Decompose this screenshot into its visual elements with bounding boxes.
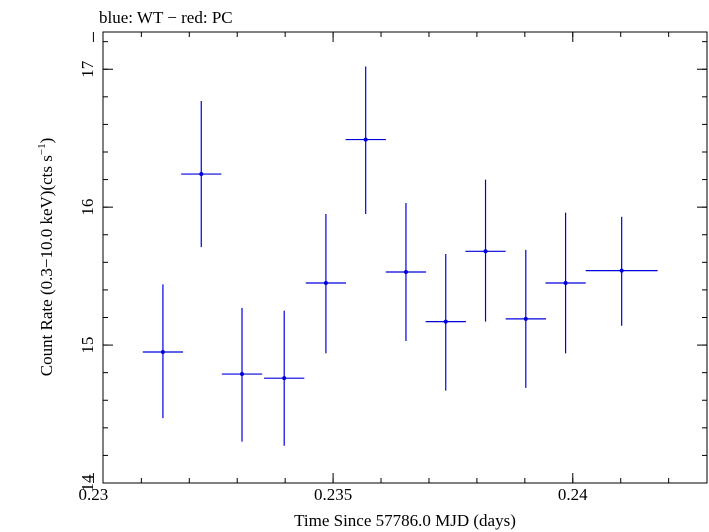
data-point xyxy=(142,284,184,419)
x-tick-label: 0.24 xyxy=(558,485,588,504)
data-point xyxy=(385,203,427,341)
y-tick-label: 16 xyxy=(78,199,97,216)
y-axis-label-close: ) xyxy=(37,138,56,144)
x-tick-label: 0.235 xyxy=(314,485,352,504)
data-point-marker xyxy=(619,268,624,273)
x-tick-label: 0.23 xyxy=(79,485,109,504)
y-tick-label: 15 xyxy=(78,337,97,354)
y-tick-label: 17 xyxy=(78,60,97,78)
data-point-marker xyxy=(563,281,568,286)
data-point-marker xyxy=(282,376,287,381)
data-point xyxy=(545,212,586,354)
axis-tick-labels: 0.23 0.235 0.24 14 15 16 17 xyxy=(78,60,588,504)
y-axis-label: Count Rate (0.3−10.0 keV)(cts s−1) xyxy=(36,138,56,377)
chart-header: blue: WT − red: PC xyxy=(99,8,233,27)
plot-frame xyxy=(102,31,708,484)
data-point-marker xyxy=(199,172,204,177)
data-point xyxy=(305,214,347,354)
data-point xyxy=(345,66,386,215)
data-point xyxy=(264,310,305,446)
axis-ticks xyxy=(92,32,707,484)
y-tick-label: 14 xyxy=(78,474,97,492)
data-point-marker xyxy=(240,372,245,377)
data-point-marker xyxy=(363,137,368,142)
data-point-marker xyxy=(523,316,528,321)
data-point xyxy=(425,254,466,391)
data-point xyxy=(465,179,506,322)
x-axis-label: Time Since 57786.0 MJD (days) xyxy=(294,511,516,530)
data-point xyxy=(505,249,546,388)
y-axis-label-sup: −1 xyxy=(36,143,48,155)
data-point-marker xyxy=(403,269,408,274)
data-point xyxy=(221,307,263,442)
data-point xyxy=(585,216,658,326)
data-points xyxy=(142,66,658,446)
data-point-marker xyxy=(323,281,328,286)
data-point-marker xyxy=(483,249,488,254)
data-point xyxy=(181,100,222,248)
y-axis-label-main: Count Rate (0.3−10.0 keV)(cts s xyxy=(37,155,56,376)
data-point-marker xyxy=(443,319,448,324)
data-point-marker xyxy=(160,349,165,354)
